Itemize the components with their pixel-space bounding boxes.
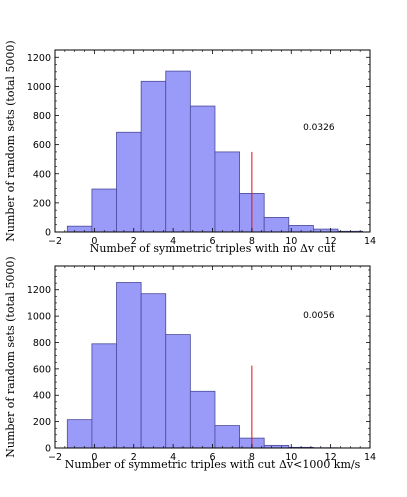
x-axis-label: Number of symmetric triples with cut Δv<…: [65, 458, 361, 471]
x-tick-label: 10: [285, 452, 297, 463]
x-tick-label: 4: [170, 236, 176, 247]
x-tick-label: 0: [91, 236, 97, 247]
histogram-bar: [116, 131, 142, 233]
y-tick-label: 1200: [27, 53, 51, 64]
x-tick-label: −2: [48, 452, 62, 463]
histogram-bar: [116, 282, 142, 449]
x-tick-label: 2: [131, 452, 137, 463]
y-tick-label: 600: [33, 140, 51, 151]
histogram-bar: [263, 217, 290, 233]
x-tick-label: 14: [364, 452, 376, 463]
x-tick-label: 8: [249, 236, 255, 247]
x-tick-label: 14: [364, 236, 376, 247]
y-tick-label: 400: [33, 391, 51, 402]
histogram-bottom: −2 0 2 4 6 8 10 12 140200400600800100012000.0056…: [4, 256, 376, 471]
x-tick-label: 6: [209, 236, 215, 247]
histogram-bar: [66, 419, 93, 449]
histogram-top: −2 0 2 4 6 8 10 12 140200400600800100012000.0326…: [4, 40, 376, 255]
histogram-bar: [140, 293, 167, 449]
histogram-bar: [66, 225, 93, 233]
histogram-bar: [214, 151, 240, 233]
histogram-bar: [165, 70, 191, 233]
x-tick-label: 0: [91, 452, 97, 463]
x-tick-label: −2: [48, 236, 62, 247]
y-tick-label: 0: [45, 228, 51, 239]
y-tick-label: 200: [33, 198, 51, 209]
y-tick-label: 1200: [27, 285, 51, 296]
x-tick-label: 12: [325, 452, 337, 463]
histogram-bar: [91, 343, 117, 449]
histogram-bar: [189, 390, 216, 449]
y-tick-label: 400: [33, 169, 51, 180]
y-tick-label: 800: [33, 111, 51, 122]
x-tick-label: 12: [325, 236, 337, 247]
y-axis-label: Number of random sets (total 5000): [4, 40, 17, 241]
histogram-bar: [214, 425, 240, 449]
x-tick-label: 10: [285, 236, 297, 247]
y-tick-label: 0: [45, 444, 51, 455]
x-tick-label: 6: [209, 452, 215, 463]
histogram-bar: [140, 80, 167, 233]
y-tick-label: 800: [33, 338, 51, 349]
x-axis-label: Number of symmetric triples with no Δv c…: [90, 242, 336, 255]
histogram-bar: [91, 188, 117, 233]
y-tick-label: 600: [33, 364, 51, 375]
y-axis-label: Number of random sets (total 5000): [4, 256, 17, 457]
p-value-annotation: 0.0056: [303, 311, 335, 321]
y-tick-label: 1000: [27, 312, 51, 323]
histogram-bar: [165, 334, 191, 449]
p-value-annotation: 0.0326: [303, 123, 335, 133]
x-tick-label: 8: [249, 452, 255, 463]
histogram-bar: [189, 105, 216, 233]
y-tick-label: 200: [33, 417, 51, 428]
x-tick-label: 2: [131, 236, 137, 247]
y-tick-label: 1000: [27, 82, 51, 93]
x-tick-label: 4: [170, 452, 176, 463]
